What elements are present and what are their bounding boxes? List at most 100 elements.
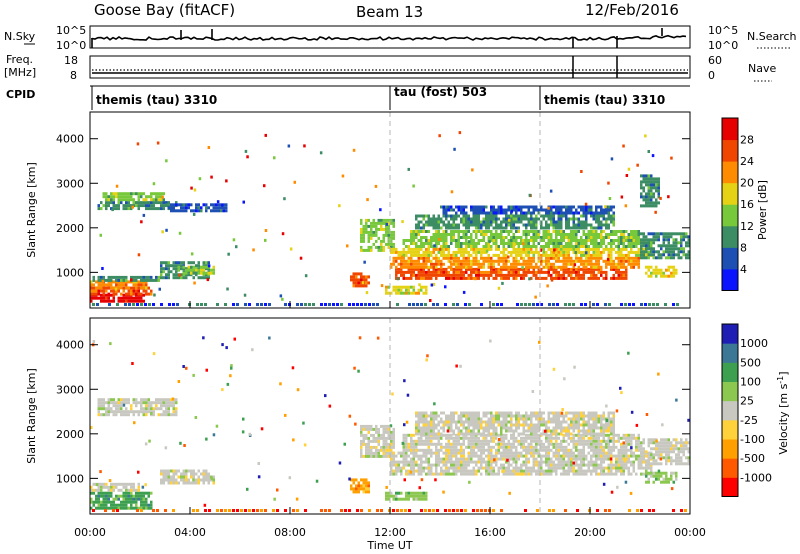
- power-cell-18: [447, 208, 450, 212]
- velocity-cell-8: [410, 448, 413, 452]
- power-cell-6: [225, 209, 228, 213]
- velocity-cell-7: [582, 457, 585, 461]
- power-cell-3: [100, 275, 103, 279]
- velocity-cell-9: [452, 420, 455, 424]
- power-cell-17: [602, 214, 605, 218]
- power-cell-14: [467, 253, 470, 257]
- velocity-cell-9: [482, 411, 485, 415]
- velocity-cell-8: [430, 436, 433, 440]
- velocity-cell-8: [507, 439, 510, 443]
- power-cell-15: [422, 242, 425, 245]
- power-scatter-point: [444, 285, 447, 289]
- velocity-cell-7: [390, 463, 393, 467]
- velocity-cell-7: [427, 469, 430, 473]
- velocity-cell-7: [545, 457, 548, 461]
- power-cell-21: [650, 177, 653, 181]
- velocity-cell-9: [445, 414, 448, 418]
- power-cell-9: [365, 278, 368, 282]
- velocity-cell-0: [145, 497, 148, 501]
- velocity-cell-8: [435, 442, 438, 446]
- power-cell-8: [192, 265, 195, 269]
- power-cell-17: [552, 217, 555, 221]
- power-cell-21: [657, 189, 660, 193]
- power-cell-17: [440, 226, 443, 230]
- velocity-cell-2: [132, 410, 135, 414]
- power-cell-17: [490, 214, 493, 218]
- power-cell-10: [360, 239, 363, 243]
- velocity-cell-7: [507, 460, 510, 464]
- power-cell-18: [507, 208, 510, 212]
- power-cell-14: [440, 253, 443, 257]
- velocity-cell-8: [600, 439, 603, 443]
- power-cell-5: [142, 198, 145, 202]
- velocity-cell-3: [175, 481, 178, 485]
- power-cell-17: [612, 223, 615, 227]
- power-cell-14: [580, 253, 583, 257]
- power-cell-13: [612, 265, 615, 269]
- power-cell-18: [515, 211, 518, 215]
- power-cell-16: [592, 236, 595, 239]
- power-cell-0: [135, 296, 138, 300]
- power-cell-13: [625, 265, 628, 269]
- power-cell-20: [670, 265, 673, 269]
- power-cell-14: [480, 247, 483, 251]
- velocity-cell-3: [197, 481, 200, 485]
- velocity-cell-8: [475, 436, 478, 440]
- velocity-cell-6: [417, 491, 420, 495]
- power-cell-19: [657, 250, 660, 254]
- velocity-cell-7: [512, 457, 515, 461]
- velocity-cell-2: [135, 410, 138, 414]
- power-cell-16: [485, 233, 488, 236]
- velocity-cell-2: [162, 404, 165, 408]
- power-cell-21: [645, 198, 648, 202]
- power-cell-11: [407, 288, 410, 292]
- velocity-cell-7: [625, 466, 628, 470]
- power-cell-14: [485, 247, 488, 251]
- velocity-cell-7: [427, 472, 430, 476]
- power-cell-2: [107, 286, 110, 290]
- velocity-cell-8: [522, 439, 525, 443]
- velocity-cell-7: [392, 457, 395, 461]
- power-cell-17: [502, 220, 505, 224]
- power-cell-14: [557, 250, 560, 254]
- velocity-cell-7: [630, 454, 633, 458]
- power-cell-17: [535, 214, 538, 218]
- velocity-cell-7: [472, 469, 475, 473]
- power-cell-3: [92, 278, 95, 282]
- power-cell-18: [460, 211, 463, 215]
- velocity-cell-2: [107, 404, 110, 408]
- velocity-cell-0: [130, 497, 133, 501]
- velocity-cell-8: [505, 442, 508, 446]
- power-cell-12: [425, 270, 428, 274]
- power-cell-17: [595, 214, 598, 218]
- power-cell-4: [145, 207, 148, 211]
- velocity-cell-4: [352, 478, 355, 482]
- velocity-cell-0: [100, 494, 103, 498]
- power-cell-19: [642, 235, 645, 239]
- velocity-cell-8: [497, 433, 500, 437]
- velocity-cell-2: [160, 404, 163, 408]
- power-cell-1: [135, 292, 138, 296]
- velocity-cell-6: [395, 497, 398, 501]
- power-cell-4: [167, 201, 170, 205]
- power-cell-14: [400, 253, 403, 257]
- velocity-cell-2: [130, 410, 133, 414]
- power-cell-12: [612, 267, 615, 271]
- power-cell-21: [647, 198, 650, 202]
- power-cell-16: [600, 233, 603, 236]
- power-cell-13: [417, 256, 420, 260]
- power-cell-16: [447, 233, 450, 236]
- power-cell-2: [140, 286, 143, 290]
- velocity-cell-7: [645, 463, 648, 467]
- velocity-cell-0: [110, 506, 113, 510]
- velocity-cell-7: [480, 472, 483, 476]
- power-cell-15: [517, 242, 520, 245]
- velocity-cell-7: [462, 457, 465, 461]
- power-cell-12: [575, 270, 578, 274]
- velocity-cell-0: [112, 503, 115, 507]
- power-cell-18: [560, 205, 563, 209]
- velocity-cell-8: [585, 442, 588, 446]
- velocity-cell-8: [455, 442, 458, 446]
- velocity-cell-7: [615, 457, 618, 461]
- velocity-cell-8: [482, 442, 485, 446]
